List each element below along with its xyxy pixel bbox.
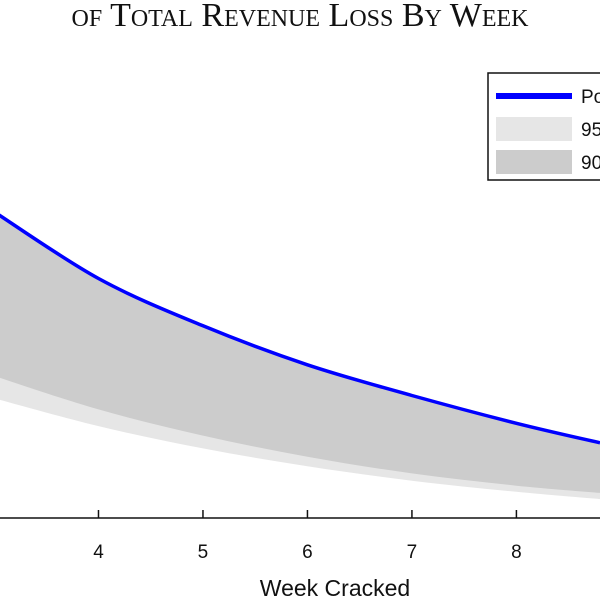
x-axis-label: Week Cracked [260,575,410,600]
series-lines [0,213,600,445]
legend-label-po: Po [581,87,600,108]
chart-title: of Total Revenue Loss By Week [72,0,530,34]
band-90 [0,215,600,493]
legend-swatch-95 [496,117,572,141]
x-tick-label-5: 5 [198,542,209,563]
confidence-bands [0,215,600,500]
legend-label-95: 95 [581,120,600,141]
legend-swatch-90 [496,150,572,174]
x-tick-label-6: 6 [302,542,313,563]
series-line-Po [0,213,600,445]
x-tick-label-7: 7 [407,542,418,563]
x-tick-label-8: 8 [511,542,522,563]
legend-label-90: 90 [581,153,600,174]
x-tick-label-4: 4 [93,542,104,563]
x-axis-ticks: 345678 [93,510,522,563]
legend: Po 95 90 [487,72,600,181]
